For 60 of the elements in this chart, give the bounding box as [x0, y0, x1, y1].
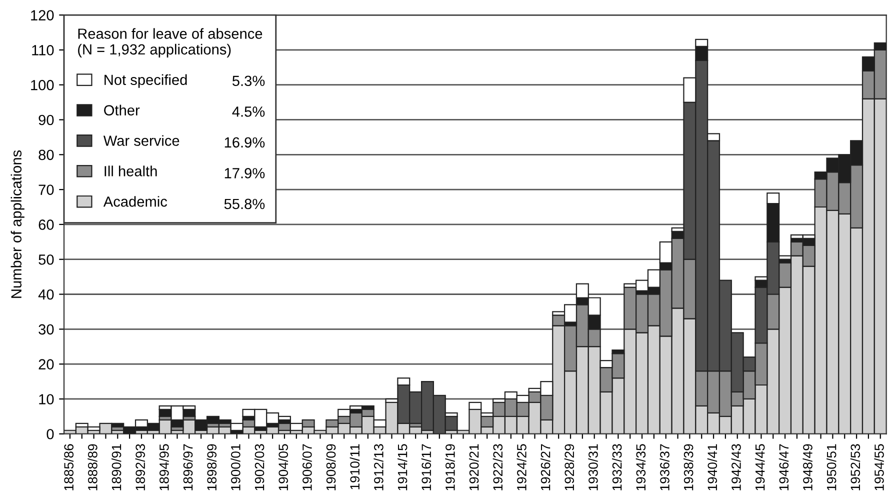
- x-tick-label: 1920/21: [469, 444, 479, 490]
- y-tick-label: 50: [38, 254, 54, 265]
- x-tick-label: 1946/47: [778, 444, 789, 490]
- legend-label: War service: [103, 135, 180, 146]
- x-tick-label: 1922/23: [492, 444, 503, 490]
- x-tick-label: 1914/15: [398, 444, 408, 490]
- x-tick-label: 1942/43: [731, 444, 741, 490]
- y-tick-label: 30: [38, 324, 54, 335]
- x-tick-label: 1890/91: [111, 444, 122, 490]
- y-tick-label: 100: [31, 80, 54, 90]
- y-tick-label: 0: [46, 428, 54, 440]
- y-tick-label: 90: [38, 114, 54, 126]
- x-tick-label: 1954/55: [874, 444, 884, 490]
- x-tick-label: 1900/01: [230, 444, 240, 490]
- x-tick-label: 1902/03: [254, 444, 264, 490]
- x-tick-label: 1928/29: [564, 444, 574, 490]
- x-tick-label: 1932/33: [612, 444, 622, 490]
- y-axis-title: Number of applications: [10, 150, 24, 298]
- y-tick-label: 60: [38, 220, 54, 230]
- x-tick-label: 1888/89: [88, 444, 98, 490]
- x-tick-label: 1898/99: [206, 444, 217, 490]
- y-tick-label: 80: [38, 150, 54, 160]
- y-tick-label: 110: [32, 45, 54, 56]
- y-tick-label: 120: [31, 10, 54, 20]
- x-tick-label: 1892/93: [135, 444, 146, 490]
- annotation: 5.3%: [232, 76, 265, 86]
- y-tick-label: 20: [38, 359, 54, 370]
- legend-label: Not specified: [104, 74, 187, 88]
- legend-title: Reason for leave of absence (N = 1,932 applications): [78, 28, 262, 58]
- x-tick-label: 1948/49: [802, 444, 812, 490]
- x-tick-label: 1885/86: [64, 444, 74, 490]
- x-tick-label: 1926/27: [540, 444, 550, 490]
- x-tick-label: 1906/07: [302, 444, 312, 490]
- x-tick-label: 1904/05: [278, 444, 288, 490]
- x-tick-label: 1896/97: [182, 444, 193, 490]
- x-tick-label: 1912/13: [374, 444, 384, 490]
- legend-label: Other: [104, 104, 140, 116]
- x-tick-label: 1938/39: [684, 444, 694, 490]
- x-tick-label: 1894/95: [159, 444, 169, 490]
- y-tick-label: 70: [38, 184, 54, 195]
- x-tick-label: 1924/25: [516, 444, 526, 490]
- legend-label: Academic: [103, 196, 168, 207]
- x-tick-label: 1950/51: [826, 444, 836, 490]
- y-tick-label: 10: [39, 394, 54, 404]
- annotation: 17.9%: [224, 168, 265, 178]
- x-tick-label: 1952/53: [850, 444, 860, 490]
- x-tick-label: 1930/31: [588, 444, 598, 490]
- x-tick-label: 1910/11: [350, 444, 360, 490]
- x-tick-label: 1916/17: [421, 444, 432, 490]
- x-tick-label: 1908/09: [326, 444, 336, 490]
- x-tick-label: 1936/37: [660, 444, 670, 490]
- x-tick-label: 1940/41: [707, 444, 718, 490]
- annotation: 16.9%: [224, 137, 265, 148]
- x-tick-label: 1944/45: [755, 444, 765, 490]
- annotation: 55.8%: [224, 198, 265, 210]
- x-tick-label: 1918/19: [445, 444, 455, 490]
- annotation: 4.5%: [232, 106, 265, 117]
- x-tick-label: 1934/35: [636, 444, 646, 490]
- legend-label: Ill health: [104, 166, 157, 176]
- y-tick-label: 40: [38, 289, 54, 300]
